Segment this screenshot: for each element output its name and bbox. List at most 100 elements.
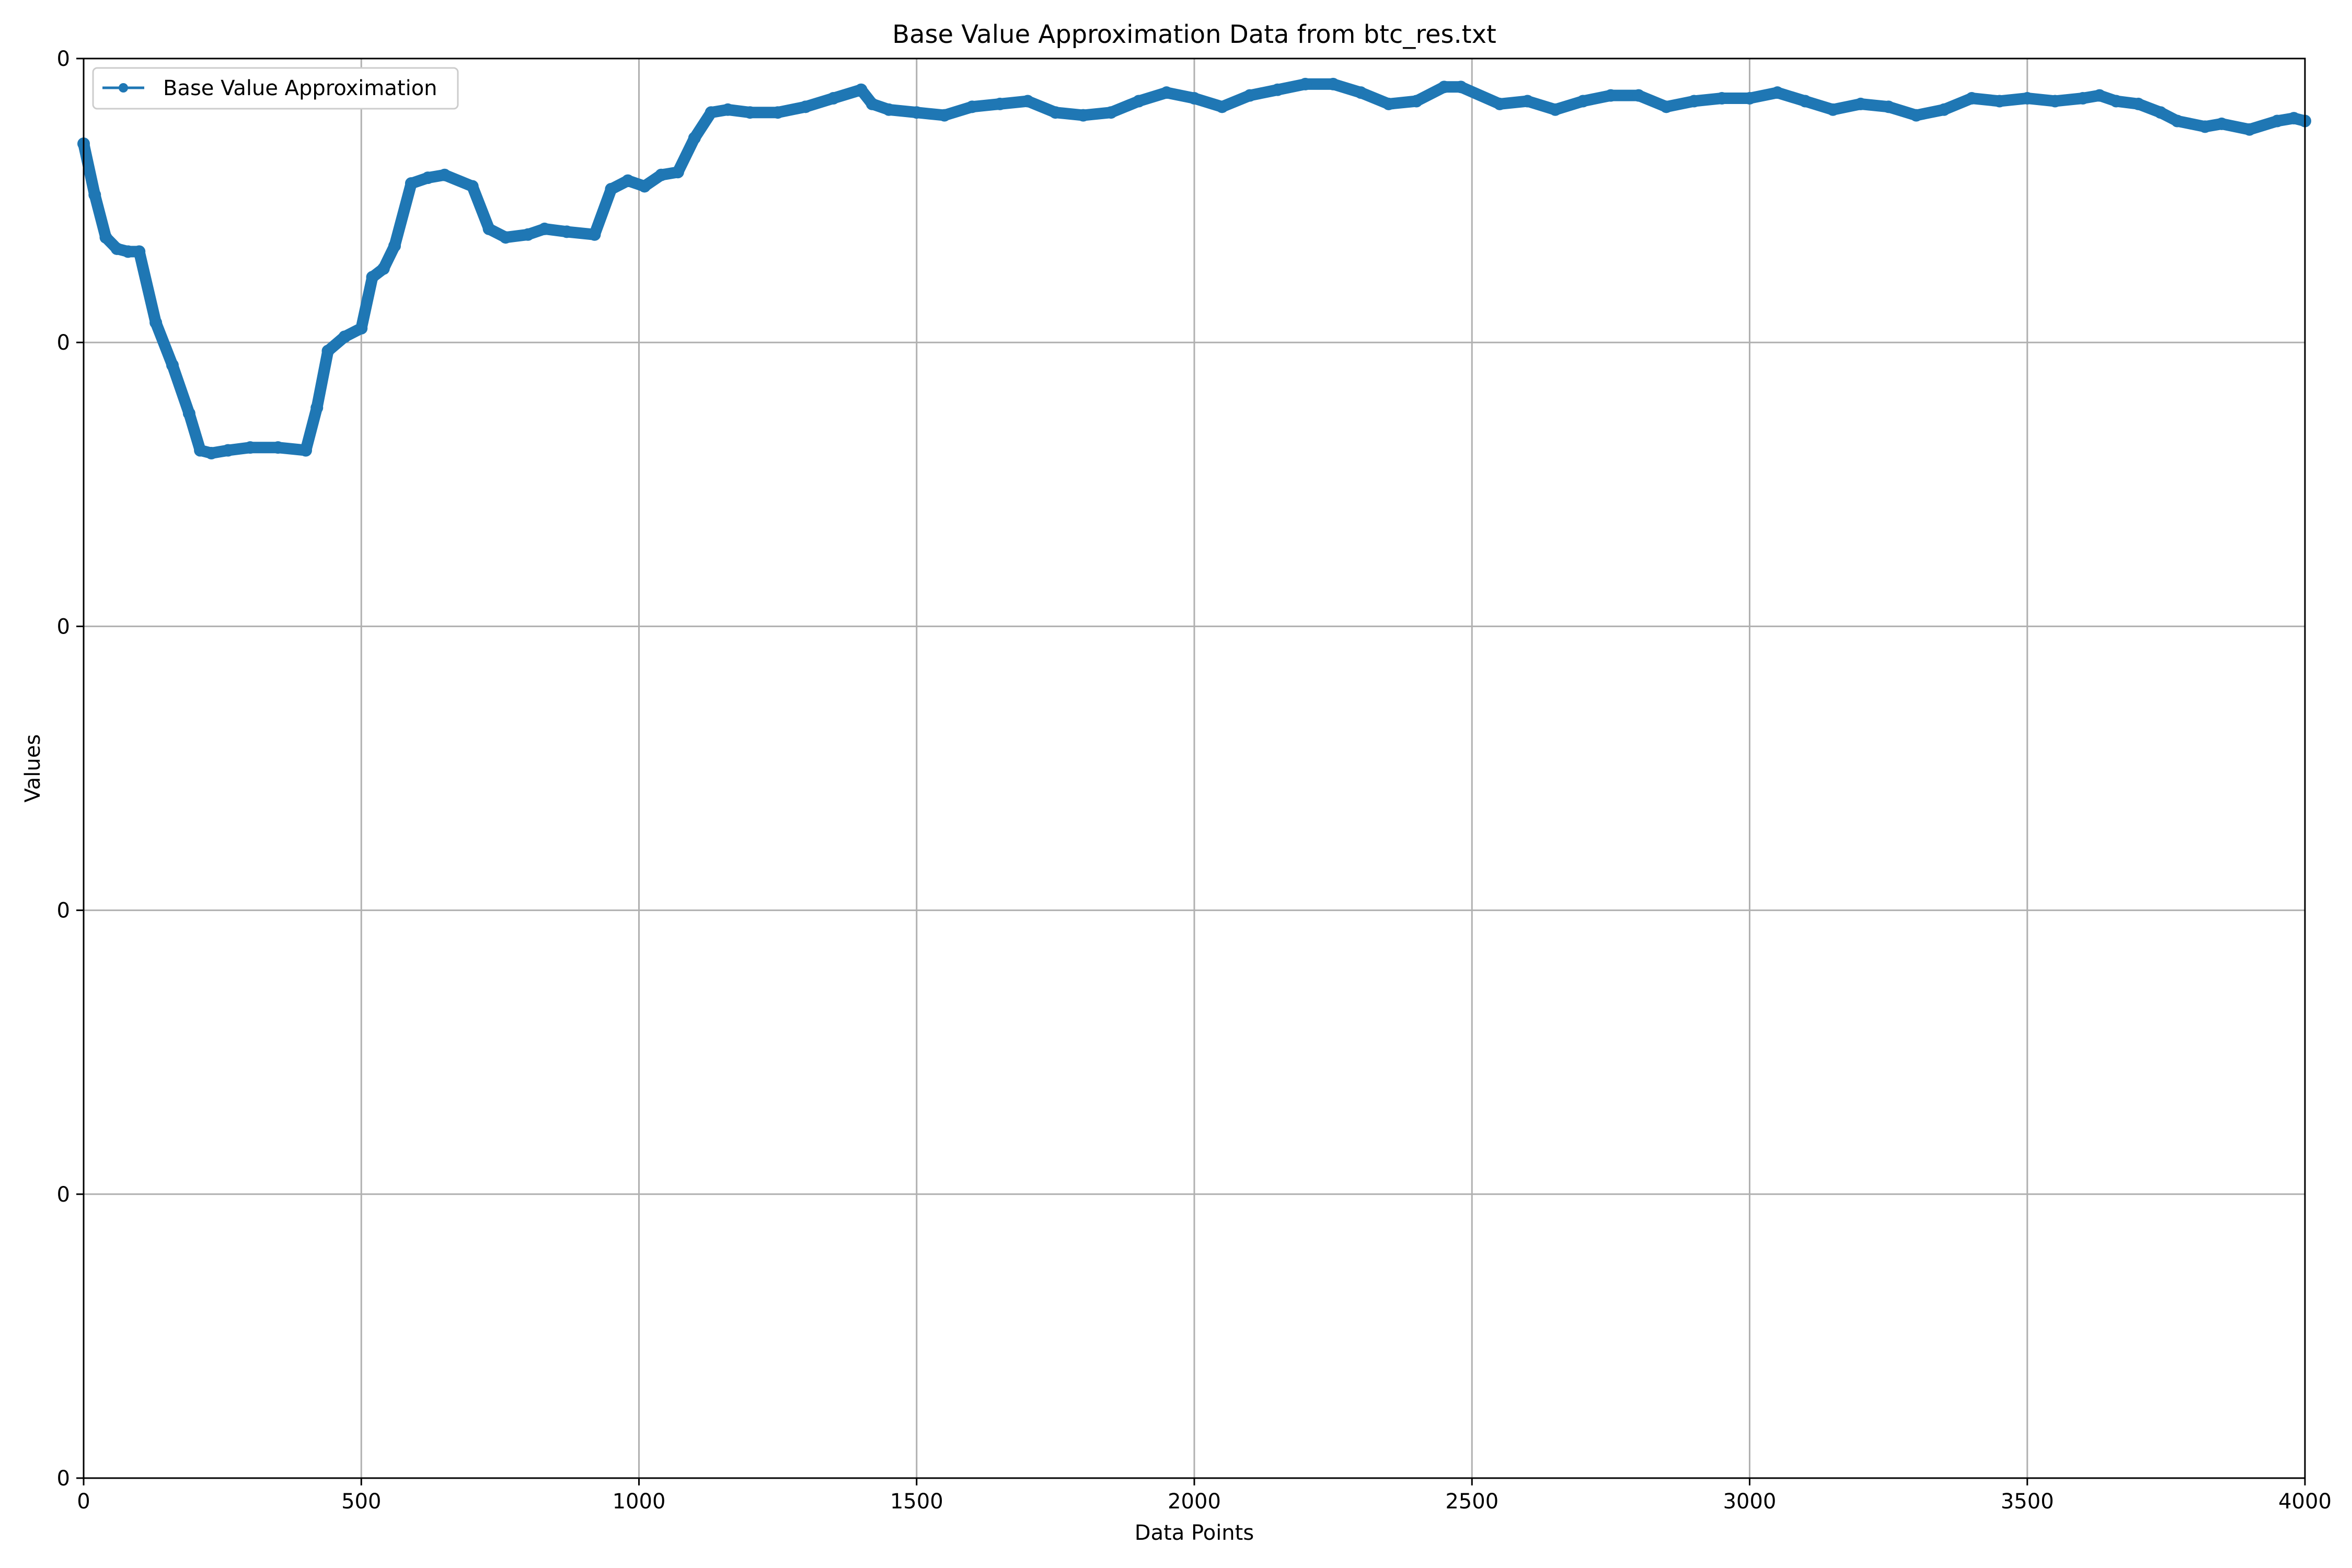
y-tick-label: 0 — [57, 47, 70, 71]
data-point — [1455, 80, 1467, 94]
data-point — [671, 166, 684, 179]
data-point — [405, 177, 418, 190]
data-point — [1104, 106, 1117, 119]
data-point — [133, 245, 146, 258]
x-tick-label: 3000 — [1723, 1490, 1777, 1514]
data-point — [2287, 112, 2300, 125]
data-point — [621, 174, 635, 187]
x-tick-label: 500 — [341, 1490, 381, 1514]
legend-box — [92, 67, 459, 110]
tick-marks — [76, 57, 2306, 1485]
data-point — [205, 447, 218, 460]
data-point — [338, 330, 351, 343]
y-tick-label: 0 — [57, 331, 70, 355]
series-layer — [77, 77, 2311, 460]
data-point — [1132, 95, 1145, 108]
data-point — [2093, 89, 2106, 102]
data-point — [1188, 92, 1201, 105]
data-point — [1576, 95, 1589, 108]
data-point — [421, 171, 434, 185]
data-point — [2243, 123, 2256, 136]
data-point — [1660, 100, 1673, 113]
data-point — [1160, 86, 1173, 99]
data-point — [705, 106, 718, 119]
x-tick-label: 1000 — [613, 1490, 666, 1514]
data-point — [1354, 86, 1367, 99]
data-point — [355, 322, 368, 335]
data-point — [88, 188, 101, 201]
grid-lines — [83, 57, 2306, 1479]
data-point — [538, 222, 551, 235]
y-tick-label: 0 — [57, 1467, 70, 1491]
data-point — [1771, 86, 1784, 99]
x-tick-label: 1500 — [890, 1490, 943, 1514]
data-point — [1216, 100, 1229, 113]
data-point — [1493, 97, 1506, 110]
data-point — [910, 106, 923, 119]
data-point — [321, 344, 335, 358]
data-point — [99, 231, 112, 244]
data-point — [2109, 95, 2123, 108]
data-point — [560, 225, 573, 238]
data-point — [166, 359, 179, 372]
data-point — [1826, 103, 1839, 116]
data-point — [882, 103, 895, 116]
data-point — [1938, 103, 1951, 116]
data-point — [1854, 97, 1867, 110]
data-point — [655, 168, 667, 181]
data-point — [271, 441, 284, 454]
data-point — [122, 245, 134, 258]
data-point — [938, 109, 951, 122]
data-point — [194, 444, 207, 457]
data-point — [2270, 114, 2284, 128]
data-point — [588, 228, 601, 241]
data-point — [466, 180, 479, 193]
x-tick-label: 4000 — [2278, 1490, 2332, 1514]
data-point — [1715, 92, 1728, 105]
data-point — [2021, 92, 2034, 105]
data-point — [1910, 109, 1923, 122]
data-point — [638, 180, 651, 193]
data-point — [110, 242, 123, 255]
data-point — [799, 100, 812, 113]
data-point — [388, 239, 401, 252]
data-point — [1882, 100, 1895, 113]
data-point — [1077, 109, 1090, 122]
data-point — [1438, 80, 1451, 94]
data-point — [244, 441, 257, 454]
data-point — [1743, 92, 1756, 105]
x-tick-label: 3500 — [2001, 1490, 2054, 1514]
data-point — [2132, 97, 2145, 110]
data-point — [499, 231, 512, 244]
data-point — [688, 132, 701, 145]
y-tick-label: 0 — [57, 615, 70, 639]
data-point — [1021, 95, 1034, 108]
y-axis-label: Values — [21, 734, 45, 803]
legend-marker-swatch — [119, 83, 128, 93]
data-point — [522, 228, 534, 241]
data-point — [222, 444, 235, 457]
x-tick-label: 2000 — [1168, 1490, 1221, 1514]
data-point — [2077, 92, 2089, 105]
data-point — [771, 106, 785, 119]
data-point — [1632, 89, 1645, 102]
data-point — [994, 97, 1007, 110]
data-point — [1798, 95, 1812, 108]
data-point — [1965, 92, 1978, 105]
data-point — [482, 222, 495, 235]
data-point — [1410, 95, 1423, 108]
data-point — [1688, 95, 1701, 108]
data-point — [1549, 103, 1562, 116]
legend: Base Value Approximation — [92, 67, 459, 110]
data-point — [1993, 95, 2006, 108]
data-point — [2198, 120, 2211, 133]
data-point — [827, 92, 840, 105]
data-point — [1521, 95, 1534, 108]
data-point — [1299, 77, 1312, 90]
data-point — [966, 100, 978, 113]
data-point — [1604, 89, 1617, 102]
chart-title: Base Value Approximation Data from btc_r… — [892, 20, 1496, 49]
y-tick-label: 0 — [57, 899, 70, 923]
